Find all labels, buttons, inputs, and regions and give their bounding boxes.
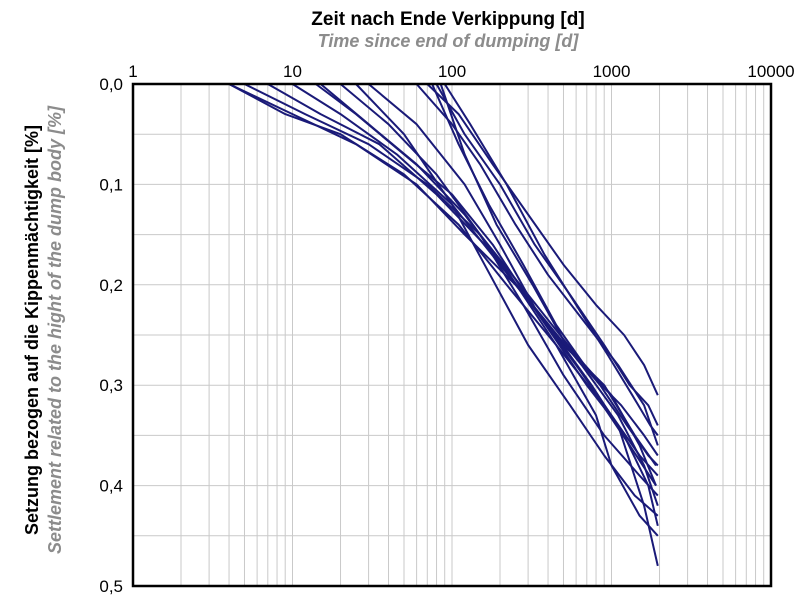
series-lines <box>228 83 659 567</box>
series-line-2 <box>244 83 657 486</box>
series-line-12 <box>426 83 659 396</box>
series-line-16 <box>439 83 659 467</box>
y-tick-label: 0,3 <box>99 376 123 395</box>
series-line-3 <box>228 83 657 487</box>
x-tick-labels: 1 10 100 1000 10000 <box>128 62 794 81</box>
y-axis-title-en: Settlement related to the hight of the d… <box>45 105 65 554</box>
plot-frame <box>131 82 773 588</box>
x-tick-label: 100 <box>438 62 466 81</box>
series-line-9 <box>367 83 659 477</box>
x-tick-label: 1 <box>128 62 137 81</box>
y-tick-label: 0,2 <box>99 276 123 295</box>
y-tick-label: 0,5 <box>99 577 123 596</box>
y-tick-label: 0,1 <box>99 175 123 194</box>
x-tick-label: 10 <box>283 62 302 81</box>
series-line-8 <box>339 83 659 497</box>
series-line-11 <box>415 83 659 446</box>
y-tick-label: 0,0 <box>99 75 123 94</box>
y-tick-label: 0,4 <box>99 477 123 496</box>
y-tick-labels: 0,0 0,1 0,2 0,3 0,4 0,5 <box>99 75 123 596</box>
series-line-15 <box>443 83 659 436</box>
y-axis-title: Setzung bezogen auf die Kippenmächtigkei… <box>22 125 42 535</box>
x-axis-title-en: Time since end of dumping [d] <box>318 31 580 51</box>
x-axis-title: Zeit nach Ende Verkippung [d] <box>311 9 584 30</box>
x-tick-label: 1000 <box>593 62 631 81</box>
series-line-10 <box>355 83 659 517</box>
series-line-7 <box>319 83 659 537</box>
x-tick-label: 10000 <box>747 62 794 81</box>
grid <box>132 83 772 587</box>
